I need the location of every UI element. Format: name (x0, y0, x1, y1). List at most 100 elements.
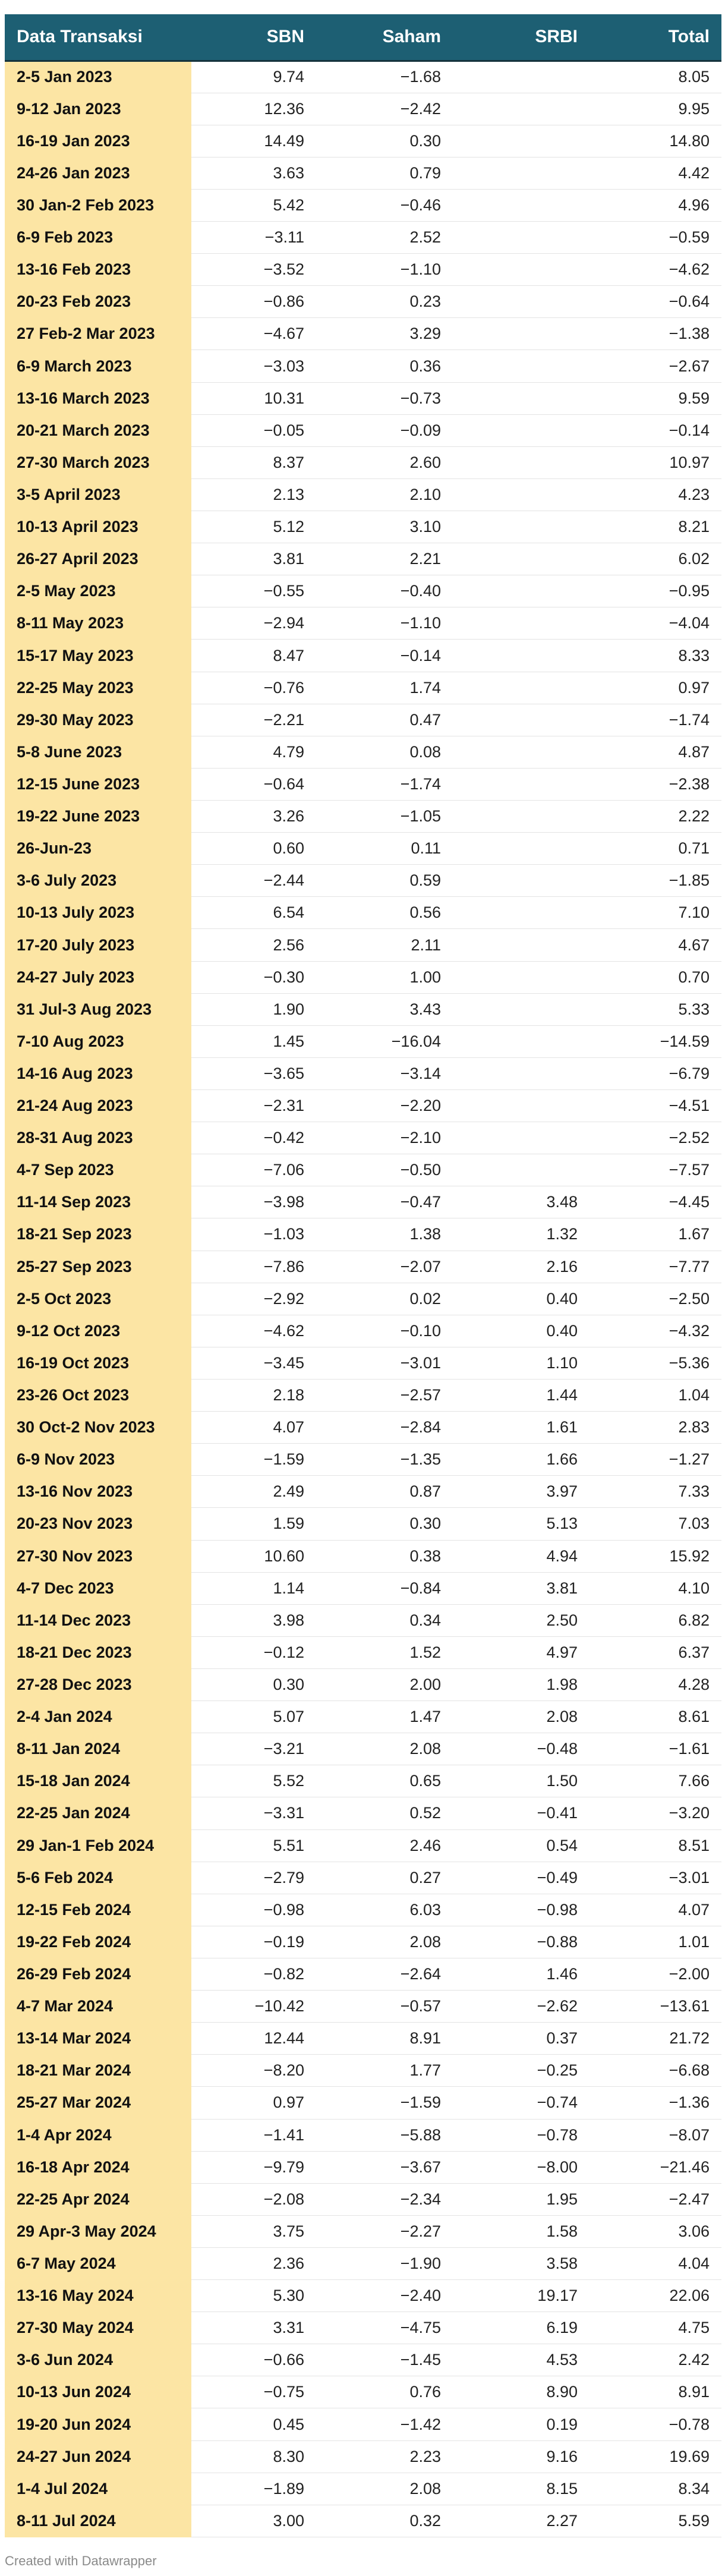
period-cell: 8-11 Jan 2024 (5, 1733, 191, 1766)
sbn-cell: −0.12 (191, 1636, 316, 1669)
sbn-cell: 3.00 (191, 2505, 316, 2537)
total-cell: −8.07 (590, 2119, 721, 2152)
saham-cell: −1.90 (316, 2247, 453, 2281)
saham-cell: 2.10 (316, 478, 453, 512)
table-row: 9-12 Oct 2023 −4.62 −0.10 0.40 −4.32 (5, 1315, 721, 1347)
period-cell: 18-21 Dec 2023 (5, 1636, 191, 1669)
saham-cell: −3.14 (316, 1057, 453, 1091)
sbn-cell: −0.05 (191, 414, 316, 447)
saham-cell: −0.09 (316, 414, 453, 447)
sbn-cell: 5.52 (191, 1765, 316, 1798)
sbn-cell: 10.31 (191, 382, 316, 415)
period-cell: 12-15 Feb 2024 (5, 1894, 191, 1926)
saham-cell: −2.34 (316, 2183, 453, 2216)
total-cell: −4.45 (590, 1186, 721, 1219)
period-cell: 17-20 July 2023 (5, 928, 191, 962)
table-row: 22-25 Apr 2024 −2.08 −2.34 1.95 −2.47 (5, 2183, 721, 2216)
srbi-cell (453, 446, 590, 479)
column-header-saham[interactable]: Saham (316, 14, 453, 62)
table-row: 13-16 March 2023 10.31 −0.73 9.59 (5, 382, 721, 415)
saham-cell: 0.23 (316, 285, 453, 319)
saham-cell: 3.43 (316, 993, 453, 1026)
sbn-cell: 5.30 (191, 2279, 316, 2313)
saham-cell: 2.11 (316, 928, 453, 962)
srbi-cell: −0.41 (453, 1797, 590, 1830)
table-row: 19-22 Feb 2024 −0.19 2.08 −0.88 1.01 (5, 1926, 721, 1958)
saham-cell: −0.73 (316, 382, 453, 415)
saham-cell: −1.59 (316, 2086, 453, 2120)
saham-cell: −16.04 (316, 1025, 453, 1058)
saham-cell: 0.02 (316, 1283, 453, 1315)
table-row: 31 Jul-3 Aug 2023 1.90 3.43 5.33 (5, 993, 721, 1026)
saham-cell: 0.11 (316, 832, 453, 865)
period-cell: 10-13 April 2023 (5, 511, 191, 544)
total-cell: 0.71 (590, 832, 721, 865)
period-cell: 30 Jan-2 Feb 2023 (5, 189, 191, 222)
table-row: 5-8 June 2023 4.79 0.08 4.87 (5, 736, 721, 769)
srbi-cell: 1.61 (453, 1411, 590, 1444)
column-header-data-transaksi[interactable]: Data Transaksi (5, 14, 191, 62)
period-cell: 28-31 Aug 2023 (5, 1122, 191, 1155)
srbi-cell: 2.08 (453, 1700, 590, 1734)
sbn-cell: −4.67 (191, 317, 316, 351)
period-cell: 24-27 July 2023 (5, 961, 191, 994)
column-header-total[interactable]: Total (590, 14, 721, 62)
period-cell: 8-11 May 2023 (5, 607, 191, 640)
saham-cell: −1.74 (316, 768, 453, 801)
table-row: 17-20 July 2023 2.56 2.11 4.67 (5, 928, 721, 962)
saham-cell: 2.00 (316, 1668, 453, 1702)
period-cell: 1-4 Jul 2024 (5, 2473, 191, 2505)
sbn-cell: −0.86 (191, 285, 316, 319)
table-row: 15-18 Jan 2024 5.52 0.65 1.50 7.66 (5, 1765, 721, 1798)
total-cell: −0.14 (590, 414, 721, 447)
table-row: 8-11 May 2023 −2.94 −1.10 −4.04 (5, 607, 721, 640)
total-cell: 2.83 (590, 1411, 721, 1444)
total-cell: −2.52 (590, 1122, 721, 1155)
srbi-cell: 1.98 (453, 1668, 590, 1702)
period-cell: 9-12 Oct 2023 (5, 1315, 191, 1347)
saham-cell: 0.76 (316, 2376, 453, 2409)
total-cell: 4.96 (590, 189, 721, 222)
saham-cell: −2.27 (316, 2215, 453, 2248)
total-cell: −2.47 (590, 2183, 721, 2216)
total-cell: 0.70 (590, 961, 721, 994)
sbn-cell: 1.59 (191, 1507, 316, 1541)
period-cell: 14-16 Aug 2023 (5, 1057, 191, 1091)
srbi-cell (453, 414, 590, 447)
sbn-cell: 8.30 (191, 2440, 316, 2473)
table-row: 29 Jan-1 Feb 2024 5.51 2.46 0.54 8.51 (5, 1829, 721, 1862)
table-row: 2-4 Jan 2024 5.07 1.47 2.08 8.61 (5, 1700, 721, 1734)
total-cell: 7.33 (590, 1475, 721, 1509)
table-row: 26-27 April 2023 3.81 2.21 6.02 (5, 543, 721, 576)
total-cell: 2.42 (590, 2344, 721, 2377)
srbi-cell (453, 511, 590, 544)
srbi-cell: 0.40 (453, 1283, 590, 1315)
sbn-cell: 0.97 (191, 2086, 316, 2120)
sbn-cell: 4.79 (191, 736, 316, 769)
total-cell: 2.22 (590, 800, 721, 833)
total-cell: 15.92 (590, 1540, 721, 1573)
table-header: Data Transaksi SBN Saham SRBI Total (5, 14, 721, 62)
saham-cell: 0.30 (316, 125, 453, 158)
sbn-cell: −0.82 (191, 1958, 316, 1991)
period-cell: 16-19 Oct 2023 (5, 1347, 191, 1380)
table-row: 20-21 March 2023 −0.05 −0.09 −0.14 (5, 414, 721, 447)
sbn-cell: −2.94 (191, 607, 316, 640)
srbi-cell (453, 253, 590, 286)
column-header-sbn[interactable]: SBN (191, 14, 316, 62)
table-row: 7-10 Aug 2023 1.45 −16.04 −14.59 (5, 1025, 721, 1058)
table-row: 8-11 Jul 2024 3.00 0.32 2.27 5.59 (5, 2505, 721, 2537)
saham-cell: 3.29 (316, 317, 453, 351)
sbn-cell: −3.11 (191, 221, 316, 254)
period-cell: 30 Oct-2 Nov 2023 (5, 1411, 191, 1444)
total-cell: 14.80 (590, 125, 721, 158)
srbi-cell (453, 221, 590, 254)
table-row: 13-14 Mar 2024 12.44 8.91 0.37 21.72 (5, 2022, 721, 2055)
saham-cell: 2.23 (316, 2440, 453, 2473)
column-header-srbi[interactable]: SRBI (453, 14, 590, 62)
srbi-cell (453, 157, 590, 190)
saham-cell: 1.52 (316, 1636, 453, 1669)
saham-cell: 1.77 (316, 2054, 453, 2087)
srbi-cell: 1.66 (453, 1443, 590, 1476)
saham-cell: −0.40 (316, 575, 453, 608)
